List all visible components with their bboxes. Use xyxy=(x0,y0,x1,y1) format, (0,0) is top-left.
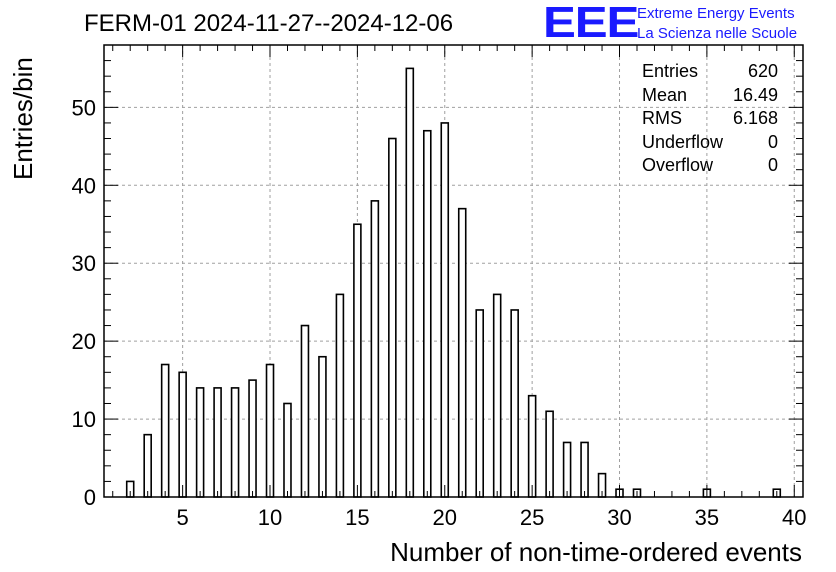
axis-ticks xyxy=(104,44,803,498)
histogram-bar xyxy=(143,433,152,498)
x-axis-label: Number of non-time-ordered events xyxy=(390,537,802,567)
histogram-bar xyxy=(213,387,222,498)
stat-rms: RMS 6.168 xyxy=(642,107,778,131)
histogram-bar xyxy=(318,355,327,498)
histogram-bar xyxy=(230,387,240,498)
histogram-bar xyxy=(492,293,502,498)
x-tick-label: 15 xyxy=(345,505,369,530)
histogram-bar xyxy=(440,122,450,498)
eee-logo-mark: EEE xyxy=(543,0,639,47)
y-tick-label: 0 xyxy=(84,485,96,510)
histogram-bar xyxy=(160,363,170,498)
x-tick-label: 20 xyxy=(433,505,457,530)
histogram-bar xyxy=(300,324,310,498)
stat-value: 620 xyxy=(747,61,778,81)
histogram-bar xyxy=(475,309,485,498)
histogram-bar xyxy=(580,441,589,498)
histogram-bar xyxy=(335,293,345,498)
histogram-bar xyxy=(388,137,397,498)
histogram-bar xyxy=(265,363,275,498)
x-tick-label: 40 xyxy=(782,505,806,530)
y-tick-label: 50 xyxy=(72,95,96,120)
logo-line-1: Extreme Energy Events xyxy=(637,5,795,22)
stat-value: 6.168 xyxy=(732,108,778,128)
tick-labels: 5 10 15 20 25 30 35 40 0 10 20 30 40 50 xyxy=(72,95,807,530)
histogram-bar xyxy=(248,379,257,498)
histogram-bar xyxy=(562,441,572,498)
stat-label: Overflow xyxy=(642,155,714,175)
stat-value: 0 xyxy=(767,155,778,175)
histogram-bar xyxy=(283,402,292,498)
histogram-bar xyxy=(457,207,467,498)
plot-frame xyxy=(103,44,804,498)
histogram-bar xyxy=(527,394,537,498)
stat-mean: Mean 16.49 xyxy=(642,84,778,108)
grid xyxy=(104,45,803,497)
histogram-bar xyxy=(178,371,187,498)
histogram-bar xyxy=(405,67,415,498)
histogram-bar xyxy=(545,410,554,498)
histogram-bar xyxy=(353,223,362,498)
histogram-bar xyxy=(195,387,205,498)
stat-overflow: Overflow 0 xyxy=(642,154,778,178)
y-axis-label: Entries/bin xyxy=(8,57,38,180)
stat-entries: Entries 620 xyxy=(642,60,778,84)
stat-label: Mean xyxy=(642,84,688,105)
stat-label: RMS xyxy=(642,108,682,128)
histogram-bar xyxy=(370,200,380,498)
logo-line-2: La Scienza nelle Scuole xyxy=(637,25,798,42)
histogram-bar xyxy=(422,129,432,498)
stat-value: 16.49 xyxy=(732,84,778,105)
x-tick-label: 10 xyxy=(258,505,282,530)
stat-label: Entries xyxy=(642,61,699,81)
stats-box: Entries 620 Mean 16.49 RMS 6.168 Underfl… xyxy=(642,60,778,178)
stat-underflow: Underflow 0 xyxy=(642,131,778,155)
x-tick-label: 5 xyxy=(177,505,189,530)
y-tick-label: 40 xyxy=(72,173,96,198)
stat-value: 0 xyxy=(767,131,778,152)
chart-title: FERM-01 2024-11-27--2024-12-06 xyxy=(84,10,454,37)
y-tick-label: 10 xyxy=(72,407,96,432)
y-tick-label: 20 xyxy=(72,329,96,354)
y-tick-label: 30 xyxy=(72,251,96,276)
x-tick-label: 25 xyxy=(520,505,544,530)
x-tick-label: 35 xyxy=(695,505,719,530)
histogram-bar xyxy=(510,309,519,498)
stat-label: Underflow xyxy=(642,131,724,152)
x-tick-label: 30 xyxy=(607,505,631,530)
bars xyxy=(125,67,782,498)
